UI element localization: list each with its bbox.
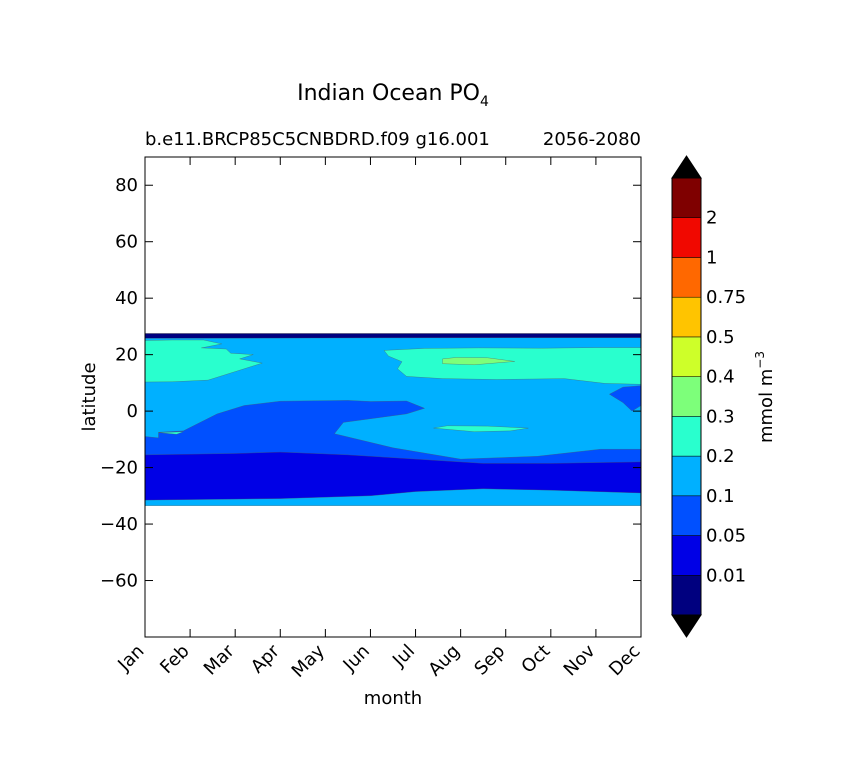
plot-frame: [144, 156, 642, 638]
contour-region-below-0.01: [144, 333, 642, 339]
y-tick-label: −60: [100, 571, 138, 592]
contour-region-0.2-0.3-west: [144, 339, 263, 383]
colorbar-label-text: mmol m: [756, 369, 777, 443]
contour-region-0.3-0.4: [442, 357, 515, 366]
y-tick-label: −20: [100, 458, 138, 479]
colorbar-bin: [671, 257, 702, 298]
x-tick-label: Mar: [200, 640, 239, 679]
y-tick-label: −40: [100, 514, 138, 535]
x-tick-label: Jan: [113, 641, 148, 676]
colorbar-label: mmol m−3: [753, 351, 777, 443]
chart-title-text: Indian Ocean PO: [297, 81, 480, 106]
y-axis: 80 60 40 20 0 −20 −40 −60: [100, 175, 641, 592]
colorbar-tick-label: 0.3: [706, 406, 735, 427]
y-tick-label: 40: [115, 288, 138, 309]
chart-subtitle-right: 2056-2080: [543, 129, 641, 150]
colorbar: 0.01 0.05 0.1 0.2 0.3 0.4 0.5 0.75 1 2: [671, 155, 746, 638]
y-tick-label: 0: [127, 401, 138, 422]
colorbar-bin: [671, 217, 702, 258]
colorbar-bin: [671, 376, 702, 417]
x-tick-label: May: [288, 640, 329, 681]
colorbar-bin: [671, 455, 702, 497]
x-tick-label: Feb: [156, 641, 193, 678]
colorbar-bin: [671, 535, 702, 576]
x-tick-label: Jun: [339, 641, 374, 676]
x-tick-label: Oct: [517, 641, 554, 678]
y-tick-label: 60: [115, 232, 138, 253]
colorbar-bin: [671, 336, 702, 377]
contour-region-0.2-0.3-sliver: [158, 431, 184, 435]
colorbar-tick-label: 0.05: [706, 526, 746, 547]
colorbar-bin: [671, 575, 702, 616]
colorbar-label-superscript: −3: [753, 351, 767, 369]
contour-region-0.2-0.3-south: [433, 425, 529, 432]
colorbar-tick-label: 0.75: [706, 287, 746, 308]
chart-title: Indian Ocean PO4: [297, 81, 489, 110]
colorbar-tick-label: 2: [706, 208, 717, 229]
colorbar-extend-min: [671, 614, 702, 638]
plot-area: [144, 156, 642, 638]
chart-title-subscript: 4: [480, 94, 489, 110]
y-tick-label: 20: [115, 345, 138, 366]
y-axis-label: latitude: [79, 362, 100, 431]
x-tick-label: Nov: [560, 640, 600, 680]
x-tick-label: Sep: [470, 641, 509, 680]
colorbar-tick-label: 0.4: [706, 367, 735, 388]
x-tick-label: Dec: [605, 641, 644, 680]
colorbar-tick-label: 0.01: [706, 565, 746, 586]
colorbar-bin: [671, 495, 702, 536]
x-tick-label: Aug: [424, 641, 464, 681]
colorbar-bin: [671, 177, 702, 218]
colorbar-tick-label: 0.5: [706, 327, 735, 348]
x-axis-label: month: [364, 688, 422, 709]
colorbar-extend-max: [671, 155, 702, 179]
x-tick-label: Jul: [388, 641, 419, 672]
x-tick-label: Apr: [247, 640, 284, 677]
colorbar-frame: [671, 177, 702, 616]
colorbar-bin: [671, 416, 702, 457]
colorbar-tick-label: 0.1: [706, 486, 735, 507]
colorbar-tick-label: 0.2: [706, 446, 735, 467]
chart-subtitle-left: b.e11.BRCP85C5CNBDRD.f09 g16.001: [145, 129, 490, 150]
contour-region-0.2-0.3-east: [383, 347, 642, 385]
y-tick-label: 80: [115, 175, 138, 196]
colorbar-tick-label: 1: [706, 247, 717, 268]
colorbar-bin: [671, 296, 702, 338]
contour-fill-layer: [144, 333, 642, 506]
